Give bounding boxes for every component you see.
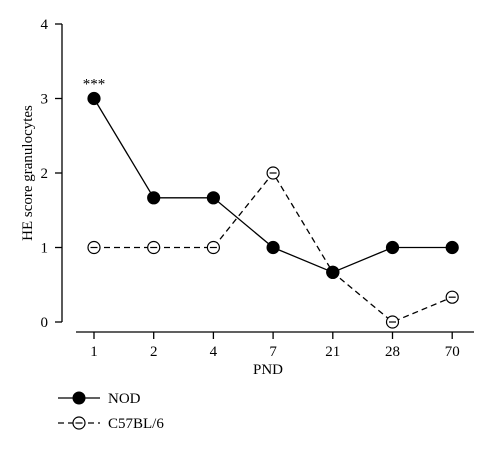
data-point-nod xyxy=(147,191,161,205)
y-axis-ticks: 0 1 2 3 4 xyxy=(41,17,62,331)
x-tick-label: 1 xyxy=(90,344,98,360)
x-axis-ticks: 1 2 4 7 21 28 70 xyxy=(90,332,460,360)
axes xyxy=(61,24,474,333)
legend-marker-nod xyxy=(72,391,86,405)
x-tick-label: 7 xyxy=(269,344,277,360)
x-tick-label: 4 xyxy=(210,344,218,360)
x-tick-label: 21 xyxy=(325,344,340,360)
y-axis-label: HE score granulocytes xyxy=(20,105,36,241)
data-point-nod xyxy=(266,240,280,255)
data-point-nod xyxy=(445,240,459,255)
x-tick-label: 70 xyxy=(445,344,460,360)
legend-label-c57bl-6: C57BL/6 xyxy=(108,416,164,432)
y-tick-label: 2 xyxy=(41,166,49,182)
data-point-nod xyxy=(385,240,400,255)
series-layer xyxy=(87,91,459,329)
data-point-nod xyxy=(87,91,101,106)
x-tick-label: 2 xyxy=(150,344,158,360)
data-point-nod xyxy=(326,265,340,279)
x-axis-label: PND xyxy=(253,362,283,378)
significance-annotation: *** xyxy=(83,77,106,93)
y-tick-label: 0 xyxy=(41,315,49,331)
y-tick-label: 3 xyxy=(41,92,49,108)
y-tick-label: 4 xyxy=(41,17,49,33)
y-tick-label: 1 xyxy=(41,241,49,257)
data-point-nod xyxy=(206,191,220,205)
x-tick-label: 28 xyxy=(385,344,400,360)
legend-label-nod: NOD xyxy=(108,391,141,407)
annotation-layer: *** xyxy=(83,77,106,93)
legend: NOD C57BL/6 xyxy=(58,391,164,432)
